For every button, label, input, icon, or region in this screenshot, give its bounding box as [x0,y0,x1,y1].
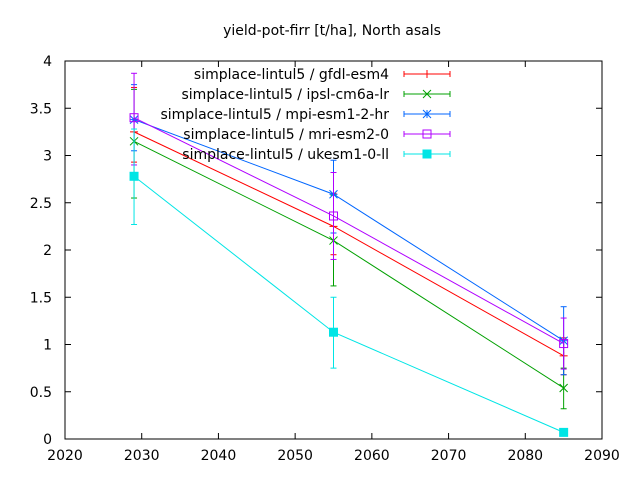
legend-marker [423,70,431,78]
legend-label: simplace-lintul5 / gfdl-esm4 [194,67,389,83]
data-point-shape [559,427,569,437]
data-point [559,427,569,437]
x-tick-label: 2020 [47,448,83,464]
data-point [559,339,569,349]
legend-entry-3: simplace-lintul5 / mri-esm2-0 [183,127,451,143]
legend-marker [422,109,432,119]
series-line [133,131,564,357]
data-point-shape [129,171,139,181]
legend-marker-shape [422,149,432,159]
y-tick-label: 3 [43,149,52,165]
y-tick-label: 3.5 [30,101,52,117]
legend-label: simplace-lintul5 / ipsl-cm6a-lr [182,87,390,103]
legend: simplace-lintul5 / gfdl-esm4 simplace-lin… [160,67,451,163]
legend-entry-0: simplace-lintul5 / gfdl-esm4 [194,67,451,83]
legend-entry-4: simplace-lintul5 / ukesm1-0-ll [182,147,451,163]
y-tick-label: 2 [43,243,52,259]
x-tick-label: 2080 [507,448,543,464]
legend-marker [422,149,432,159]
series-line [133,140,564,389]
y-tick-label: 4 [43,54,52,70]
legend-marker [422,129,432,139]
legend-label: simplace-lintul5 / mri-esm2-0 [183,127,389,143]
error-bar [560,317,567,370]
data-point-shape [559,339,569,349]
series-4 [129,128,569,437]
x-tick-label: 2070 [431,448,467,464]
chart-title: yield-pot-firr [t/ha], North asals [223,23,441,39]
series-layer [129,72,569,437]
legend-entry-2: simplace-lintul5 / mpi-esm1-2-hr [160,107,451,123]
data-point [559,383,568,393]
data-point-shape [329,211,338,221]
x-tick-label: 2060 [354,448,390,464]
data-point-shape [329,327,338,337]
legend-entry-1: simplace-lintul5 / ipsl-cm6a-lr [182,87,451,103]
legend-marker-stroke [422,89,432,99]
x-tick-label: 2090 [584,448,620,464]
legend-marker [422,89,432,99]
x-tick-label: 2050 [277,448,313,464]
legend-label: simplace-lintul5 / mpi-esm1-2-hr [160,107,389,123]
legend-marker-stroke [422,109,432,119]
y-tick-label: 1 [43,338,52,354]
error-bar [330,172,337,260]
data-point-shape [129,113,139,123]
data-point [129,171,139,181]
y-tick-label: 0.5 [30,385,52,401]
y-tick-label: 1.5 [30,290,52,306]
data-point-stroke [559,383,568,393]
axes: 2020 2030 2040 2050 2060 2070 2080 2090 0 0.5 1 1.5… [30,54,620,464]
legend-label: simplace-lintul5 / ukesm1-0-ll [182,147,389,163]
series-line [133,175,564,433]
legend-marker-shape [422,129,432,139]
data-point [329,211,338,221]
data-point [329,327,338,337]
y-tick-label: 2.5 [30,196,52,212]
y-tick-label: 0 [43,432,52,448]
x-tick-label: 2030 [124,448,160,464]
data-point [129,113,139,123]
x-tick-label: 2040 [201,448,237,464]
